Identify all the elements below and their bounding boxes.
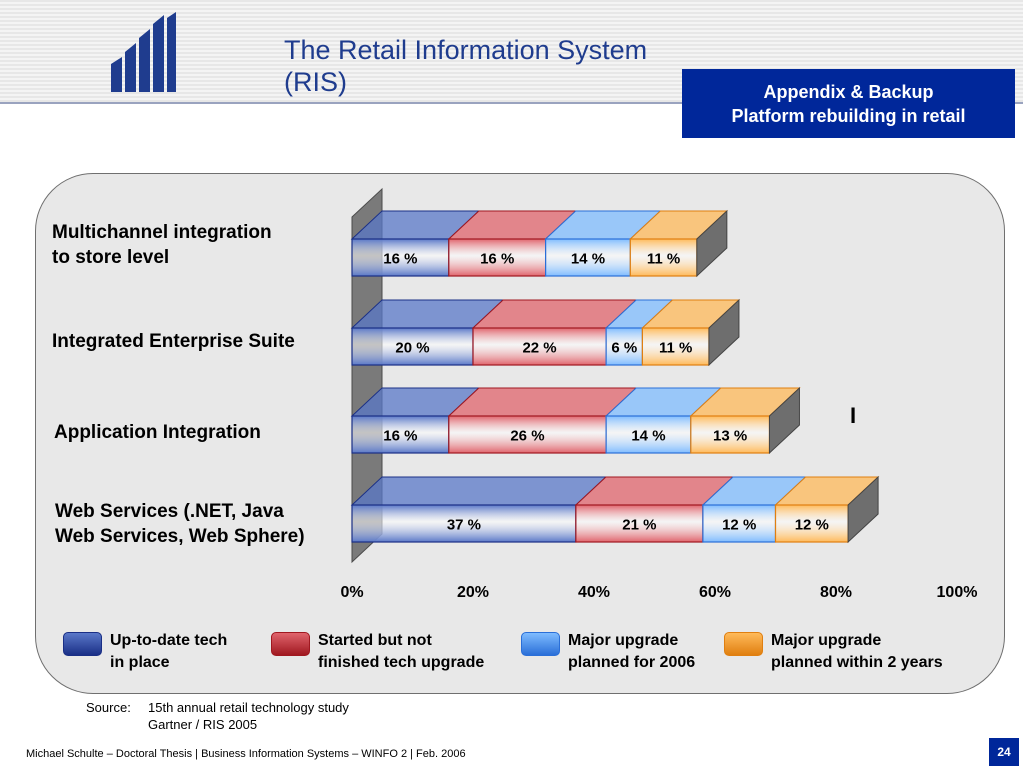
data-label: 16 % [383, 428, 417, 445]
bar-segment [690, 415, 771, 454]
category-label: Multichannel integration to store level [52, 220, 272, 270]
bar-segment [351, 238, 450, 277]
source-line: Gartner / RIS 2005 [148, 717, 258, 732]
bar-end-face [847, 475, 879, 544]
data-label: 11 % [659, 340, 692, 357]
legend-label-line: planned for 2006 [568, 654, 696, 671]
legend-label-line: Major upgrade [568, 632, 679, 649]
data-label: 14 % [631, 428, 665, 445]
x-tick-label: 80% [820, 584, 852, 601]
legend-swatch [63, 632, 102, 656]
appendix-line-2: Platform rebuilding in retail [731, 105, 966, 126]
stray-text-mark: I [850, 403, 857, 428]
data-label: 12 % [722, 517, 756, 534]
bar-segment [702, 504, 777, 543]
category-label: Web Services (.NET, Java Web Services, W… [55, 499, 305, 549]
data-label: 20 % [395, 340, 429, 357]
data-label: 37 % [447, 517, 481, 534]
legend-label-line: Started but not [318, 632, 432, 649]
category-label-line: Web Services, Web Sphere) [55, 526, 305, 547]
legend-swatch [724, 632, 763, 656]
category-label: Integrated Enterprise Suite [52, 329, 295, 354]
bar-segment [544, 238, 631, 277]
data-label: 12 % [795, 517, 829, 534]
legend-label: Started but not finished tech upgrade [318, 630, 484, 674]
x-tick-label: 0% [340, 584, 363, 601]
bar-end-face [696, 209, 728, 278]
x-tick-label: 60% [699, 584, 731, 601]
legend-label: Major upgrade planned for 2006 [568, 630, 695, 674]
data-label: 11 % [647, 251, 680, 268]
legend-swatch [271, 632, 310, 656]
category-label-line: Web Services (.NET, Java [55, 501, 284, 522]
x-tick-label: 100% [937, 584, 978, 601]
page-title: The Retail Information System (RIS) [284, 34, 647, 98]
legend-label-line: finished tech upgrade [318, 654, 485, 671]
legend-label-line: Up-to-date tech [110, 632, 228, 649]
header-divider [0, 102, 1023, 104]
source-label: Source: [86, 700, 131, 715]
source-line: 15th annual retail technology study [148, 700, 349, 715]
bar-segment [351, 327, 474, 366]
data-label: 21 % [622, 517, 656, 534]
data-label: 26 % [510, 428, 544, 445]
legend-label: Up-to-date tech in place [110, 630, 227, 674]
bar-end-face [708, 298, 740, 367]
bar-segment [448, 238, 547, 277]
legend-label-line: Major upgrade [771, 632, 882, 649]
legend-label-line: planned within 2 years [771, 654, 943, 671]
bar-segment [629, 238, 698, 277]
footer-text: Michael Schulte – Doctoral Thesis | Busi… [26, 748, 466, 760]
category-label-line: to store level [52, 247, 170, 268]
bar-segment [605, 415, 692, 454]
appendix-line-1: Appendix & Backup [763, 81, 934, 102]
legend-label-line: in place [110, 654, 170, 671]
category-label: Application Integration [54, 420, 261, 445]
bar-segment-top [350, 476, 608, 506]
bar-segment [448, 415, 607, 454]
data-label: 16 % [383, 251, 417, 268]
category-label-line: Application Integration [54, 422, 261, 443]
bar-end-face [768, 386, 800, 455]
x-tick-label: 40% [578, 584, 610, 601]
category-label-line: Integrated Enterprise Suite [52, 331, 295, 352]
appendix-badge: Appendix & Backup Platform rebuilding in… [682, 69, 1015, 138]
bar-segment-top [447, 387, 638, 417]
data-label: 22 % [522, 340, 556, 357]
university-logo-icon [111, 12, 176, 92]
data-label: 16 % [480, 251, 514, 268]
data-label: 14 % [571, 251, 605, 268]
data-label: 6 % [611, 340, 637, 357]
title-line-2: (RIS) [284, 67, 347, 97]
bar-segment [351, 415, 450, 454]
bar-segment [472, 327, 607, 366]
bar-segment [774, 504, 849, 543]
title-line-1: The Retail Information System [284, 35, 648, 65]
page-number: 24 [989, 738, 1019, 766]
x-tick-label: 20% [457, 584, 489, 601]
legend-swatch [521, 632, 560, 656]
legend-label: Major upgrade planned within 2 years [771, 630, 943, 674]
bar-segment [641, 327, 710, 366]
category-label-line: Multichannel integration [52, 222, 272, 243]
data-label: 13 % [713, 428, 747, 445]
